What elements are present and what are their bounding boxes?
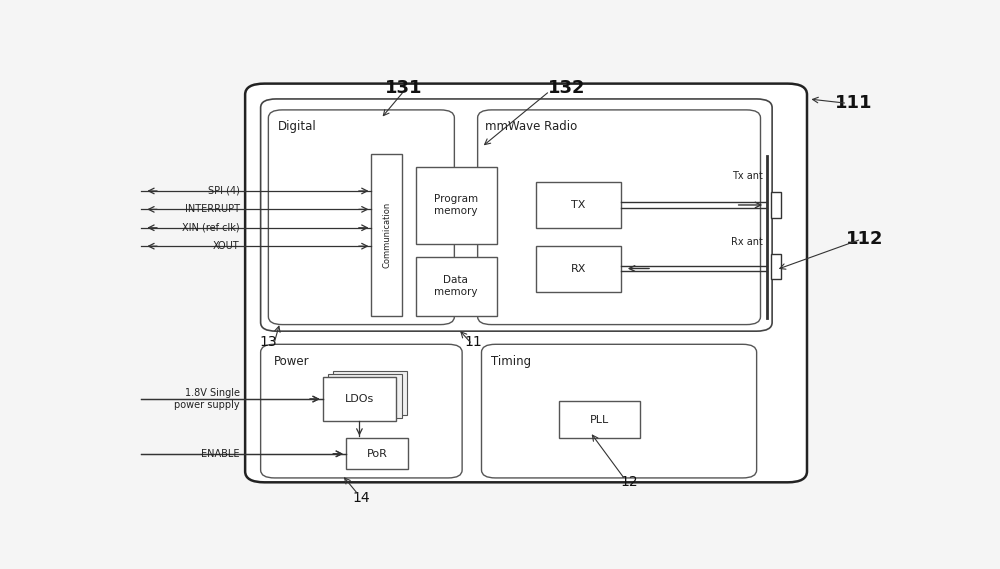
Bar <box>346 439 408 469</box>
Bar <box>371 154 402 316</box>
Bar <box>333 371 407 415</box>
Bar <box>416 167 497 244</box>
Text: 111: 111 <box>835 94 872 112</box>
Text: SPI (4): SPI (4) <box>208 186 240 196</box>
Text: 11: 11 <box>465 335 483 349</box>
Text: ENABLE: ENABLE <box>201 449 240 459</box>
Bar <box>323 377 396 421</box>
Text: mmWave Radio: mmWave Radio <box>485 120 578 133</box>
Text: 132: 132 <box>548 79 586 97</box>
Text: 1.8V Single
power supply: 1.8V Single power supply <box>174 388 240 410</box>
FancyBboxPatch shape <box>268 110 454 324</box>
Text: 12: 12 <box>620 475 638 489</box>
Text: TX: TX <box>571 200 586 210</box>
Text: Data
memory: Data memory <box>434 275 478 297</box>
FancyBboxPatch shape <box>482 344 757 478</box>
Text: RX: RX <box>571 263 586 274</box>
Bar <box>771 192 781 218</box>
Text: INTERRUPT: INTERRUPT <box>185 204 240 215</box>
Text: 112: 112 <box>846 230 884 248</box>
Text: Timing: Timing <box>491 355 531 368</box>
FancyBboxPatch shape <box>261 344 462 478</box>
Text: XIN (ref clk): XIN (ref clk) <box>182 222 240 233</box>
Text: Tx ant: Tx ant <box>732 171 763 181</box>
Bar <box>416 257 497 316</box>
Text: PoR: PoR <box>366 449 387 459</box>
Text: Digital: Digital <box>278 120 316 133</box>
Text: Program
memory: Program memory <box>434 194 478 216</box>
Text: PLL: PLL <box>590 415 609 425</box>
Bar <box>536 246 621 292</box>
Text: LDOs: LDOs <box>344 394 374 404</box>
Text: 14: 14 <box>353 490 370 505</box>
Text: 131: 131 <box>385 79 423 97</box>
Text: Power: Power <box>274 355 309 368</box>
Bar <box>536 182 621 228</box>
Text: Rx ant: Rx ant <box>731 237 763 246</box>
Bar <box>328 374 402 418</box>
FancyBboxPatch shape <box>261 99 772 331</box>
Text: 13: 13 <box>260 335 277 349</box>
Bar <box>771 254 781 279</box>
Text: XOUT: XOUT <box>213 241 240 251</box>
Bar <box>559 401 640 439</box>
FancyBboxPatch shape <box>245 84 807 483</box>
Text: Communication: Communication <box>382 201 391 268</box>
FancyBboxPatch shape <box>478 110 761 324</box>
